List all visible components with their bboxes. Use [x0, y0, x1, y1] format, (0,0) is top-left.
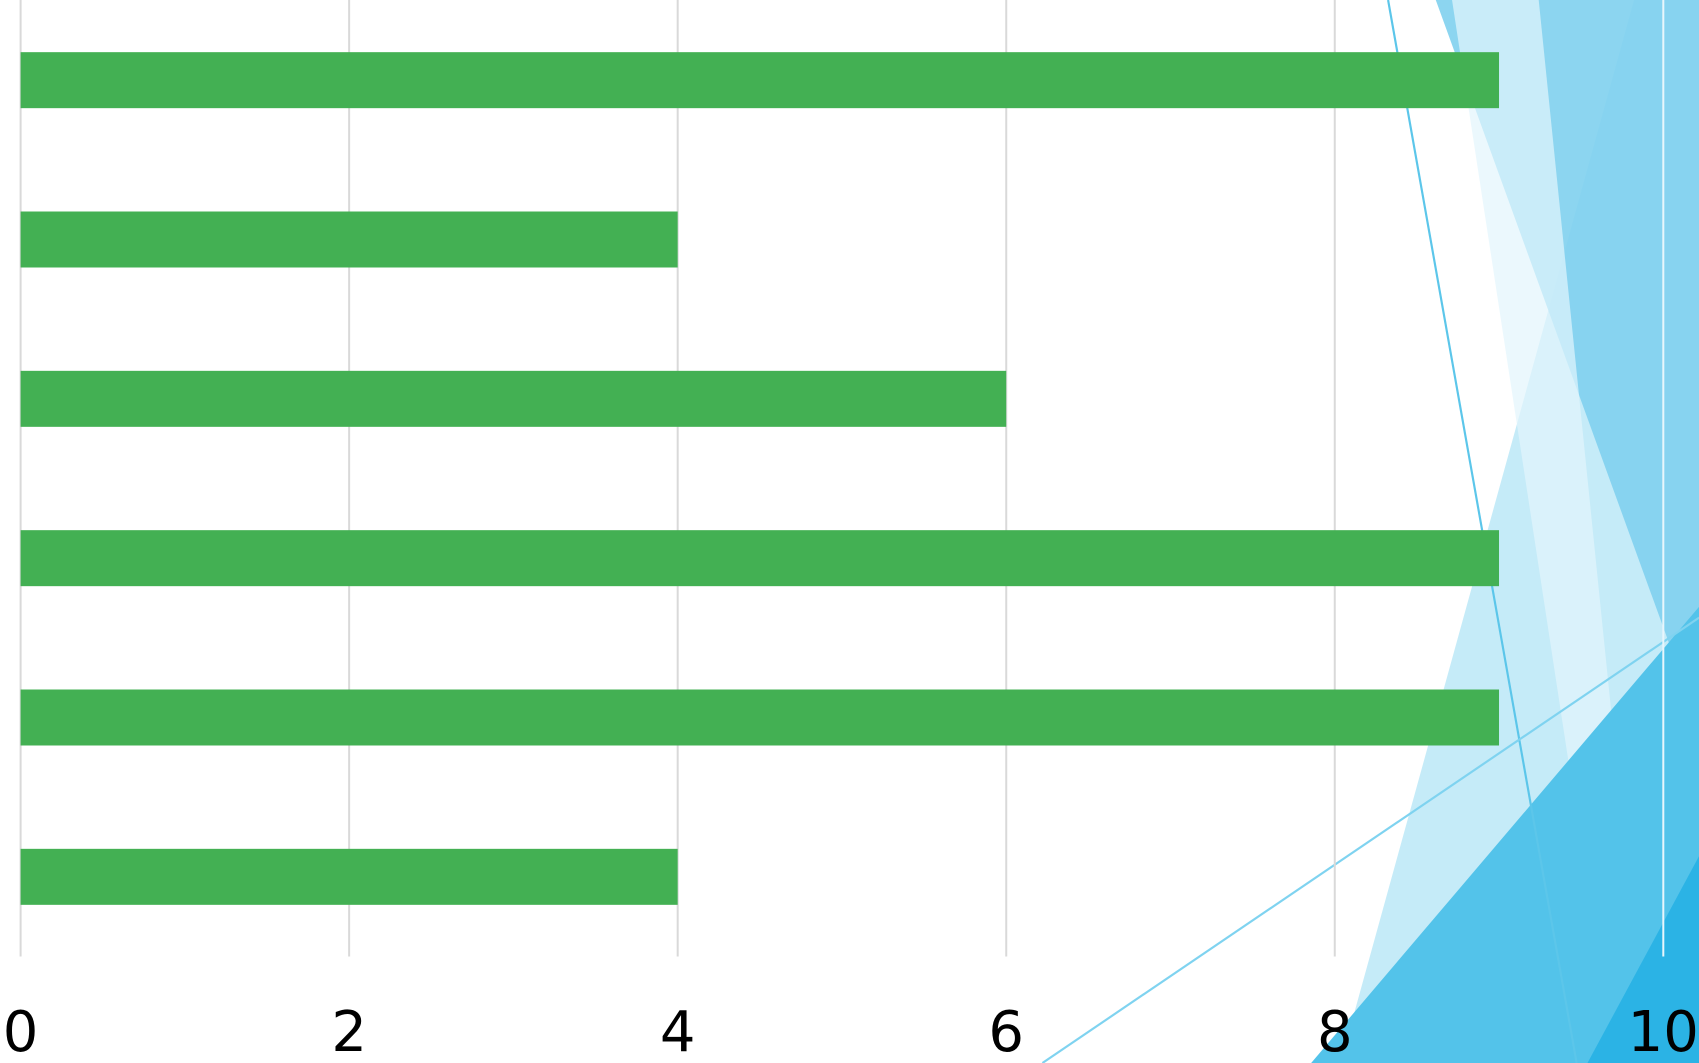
- bar: [20, 689, 1500, 746]
- bar: [20, 848, 678, 905]
- background-decoration: [1041, 0, 1699, 1063]
- x-tick-label: 4: [660, 1000, 696, 1063]
- x-tick-label: 10: [1628, 1000, 1699, 1063]
- bar: [20, 52, 1500, 109]
- decor-line: [1041, 616, 1699, 1063]
- bar: [20, 530, 1500, 587]
- x-tick-label: 0: [3, 1000, 39, 1063]
- bar: [20, 211, 678, 268]
- x-tick-label: 8: [1317, 1000, 1353, 1063]
- decor-shape: [1311, 606, 1699, 1063]
- x-tick-label: 2: [331, 1000, 367, 1063]
- bar: [20, 370, 1007, 427]
- x-tick-label: 6: [988, 1000, 1024, 1063]
